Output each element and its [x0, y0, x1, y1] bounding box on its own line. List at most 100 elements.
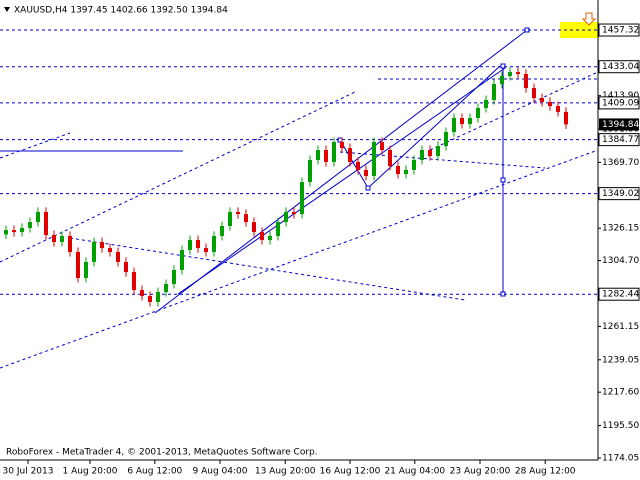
candle-body — [52, 235, 56, 243]
candle-body — [308, 159, 312, 183]
level-label: 1349.02 — [602, 189, 639, 199]
candle-body — [132, 272, 136, 291]
candle-body — [76, 251, 80, 278]
trend-line — [0, 149, 599, 369]
alert-arrow — [581, 12, 597, 26]
candle-body — [20, 227, 24, 233]
trend-line — [69, 237, 466, 301]
level-label: 1282.44 — [602, 290, 639, 300]
candle-body — [284, 211, 288, 223]
candle-body — [508, 72, 512, 76]
candle-body — [340, 142, 344, 149]
y-tick-label: 1261.15 — [602, 322, 639, 332]
candle-body — [164, 284, 168, 293]
candle-body — [172, 269, 176, 285]
x-tick-label: 16 Aug 12:00 — [320, 467, 381, 477]
level-label: 1409.09 — [602, 98, 639, 108]
candle-body — [436, 146, 440, 157]
candle-body — [332, 142, 336, 162]
y-tick-label: 1195.50 — [602, 421, 639, 431]
trend-line — [0, 132, 71, 159]
anchor-point — [500, 177, 506, 183]
candle-body — [148, 295, 152, 302]
x-tick-label: 30 Jul 2013 — [3, 467, 54, 477]
candle-body — [292, 211, 296, 215]
candle-body — [564, 111, 568, 125]
y-tick-label: 1413.90 — [602, 91, 639, 101]
candle-body — [116, 251, 120, 262]
candle-body — [212, 235, 216, 252]
candle-body — [476, 108, 480, 118]
x-tick-label: 1 Aug 20:00 — [63, 467, 118, 477]
candle-body — [92, 242, 96, 262]
candle-body — [468, 117, 472, 125]
footer: RoboForex - MetaTrader 4, © 2001-2013, M… — [6, 448, 318, 458]
trend-line — [339, 151, 546, 169]
candle-body — [12, 230, 16, 233]
candle-body — [140, 290, 144, 296]
candle-body — [44, 211, 48, 236]
candle-body — [532, 88, 536, 99]
candle-body — [444, 132, 448, 147]
candle-body — [324, 150, 328, 162]
trend-lines — [0, 12, 599, 369]
candle-body — [156, 292, 160, 302]
level-label-box — [598, 23, 640, 37]
level-label: 1384.77 — [602, 135, 639, 145]
candle-body — [108, 248, 112, 252]
candle-body — [428, 150, 432, 157]
candle-body — [100, 242, 104, 249]
x-tick-label: 21 Aug 04:00 — [384, 467, 445, 477]
candle-body — [236, 211, 240, 215]
level-label-box — [598, 60, 640, 74]
candle-body — [204, 248, 208, 252]
candle-body — [372, 142, 376, 176]
level-label-box — [598, 133, 640, 147]
candle-body — [460, 117, 464, 125]
candle-body — [300, 182, 304, 215]
level-label-box — [598, 187, 640, 201]
levels — [0, 29, 598, 295]
candle-body — [404, 169, 408, 175]
candle-body — [380, 142, 384, 151]
candle-body — [244, 214, 248, 223]
y-tick-label: 1369.70 — [602, 158, 639, 168]
chart-menu-icon — [4, 7, 10, 12]
x-tick-label: 23 Aug 20:00 — [450, 467, 511, 477]
candle-body — [252, 222, 256, 233]
candle-body — [500, 75, 504, 84]
candle-body — [84, 261, 88, 278]
level-label: 1457.32 — [602, 26, 639, 36]
x-tick-label: 13 Aug 20:00 — [255, 467, 316, 477]
last-price-box — [599, 118, 639, 131]
candle-body — [4, 230, 8, 235]
candle-body — [196, 240, 200, 249]
candle-body — [524, 74, 528, 89]
channel-line — [177, 67, 506, 295]
candle-body — [180, 250, 184, 270]
level-label: 1433.04 — [602, 62, 639, 72]
candle-body — [316, 150, 320, 160]
chart-title: XAUUSD,H4 1397.45 1402.66 1392.50 1394.8… — [14, 6, 228, 16]
candle-body — [36, 211, 40, 223]
candle-body — [60, 235, 64, 243]
candle-body — [356, 161, 360, 170]
forecast-path — [339, 65, 504, 294]
last-price-label: 1394.84 — [602, 120, 639, 130]
candle-body — [68, 235, 72, 252]
y-tick-label: 1326.15 — [602, 224, 639, 234]
candle-body — [276, 222, 280, 236]
trend-line — [429, 71, 599, 151]
candle-body — [220, 225, 224, 236]
channel-line — [154, 29, 528, 314]
candle-body — [548, 101, 552, 107]
x-tick-label: 9 Aug 04:00 — [193, 467, 248, 477]
candle-body — [492, 83, 496, 101]
candle-body — [188, 240, 192, 251]
candle-body — [452, 117, 456, 133]
candle-body — [268, 235, 272, 241]
candle-body — [420, 150, 424, 160]
y-tick-label: 1304.70 — [602, 256, 639, 266]
